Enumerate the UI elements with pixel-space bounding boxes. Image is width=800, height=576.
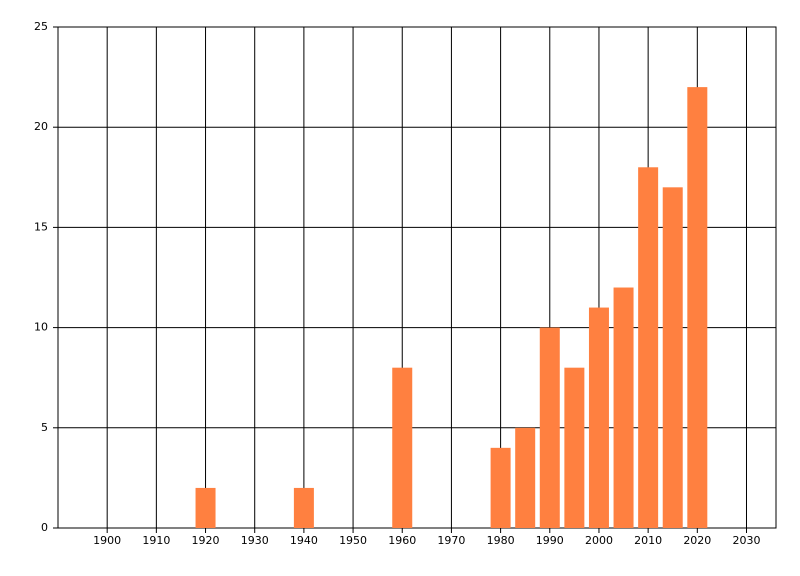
y-tick-label: 20 [34,120,48,133]
y-tick-label: 10 [34,321,48,334]
bar [195,487,216,528]
x-tick-label: 2030 [732,534,760,547]
x-tick-label: 1900 [93,534,121,547]
bar [613,287,634,528]
bar [564,367,585,528]
bar [490,447,511,528]
x-tick-label: 1930 [241,534,269,547]
x-tick-label: 1970 [437,534,465,547]
bar [588,307,609,528]
x-tick-label: 1940 [290,534,318,547]
y-tick-label: 25 [34,20,48,33]
bar [539,327,560,528]
y-tick-label: 15 [34,220,48,233]
x-tick-label: 1910 [142,534,170,547]
x-tick-label: 1960 [388,534,416,547]
x-tick-label: 2010 [634,534,662,547]
bar [515,427,536,528]
y-tick-label: 0 [41,521,48,534]
y-tick-label: 5 [41,421,48,434]
x-tick-label: 2020 [683,534,711,547]
x-tick-label: 1950 [339,534,367,547]
bar [293,487,314,528]
bar [638,167,659,528]
x-tick-label: 1920 [192,534,220,547]
x-tick-label: 2000 [585,534,613,547]
bar [687,87,708,529]
x-tick-label: 1980 [487,534,515,547]
bar [392,367,413,528]
bar [662,187,683,528]
x-tick-label: 1990 [536,534,564,547]
